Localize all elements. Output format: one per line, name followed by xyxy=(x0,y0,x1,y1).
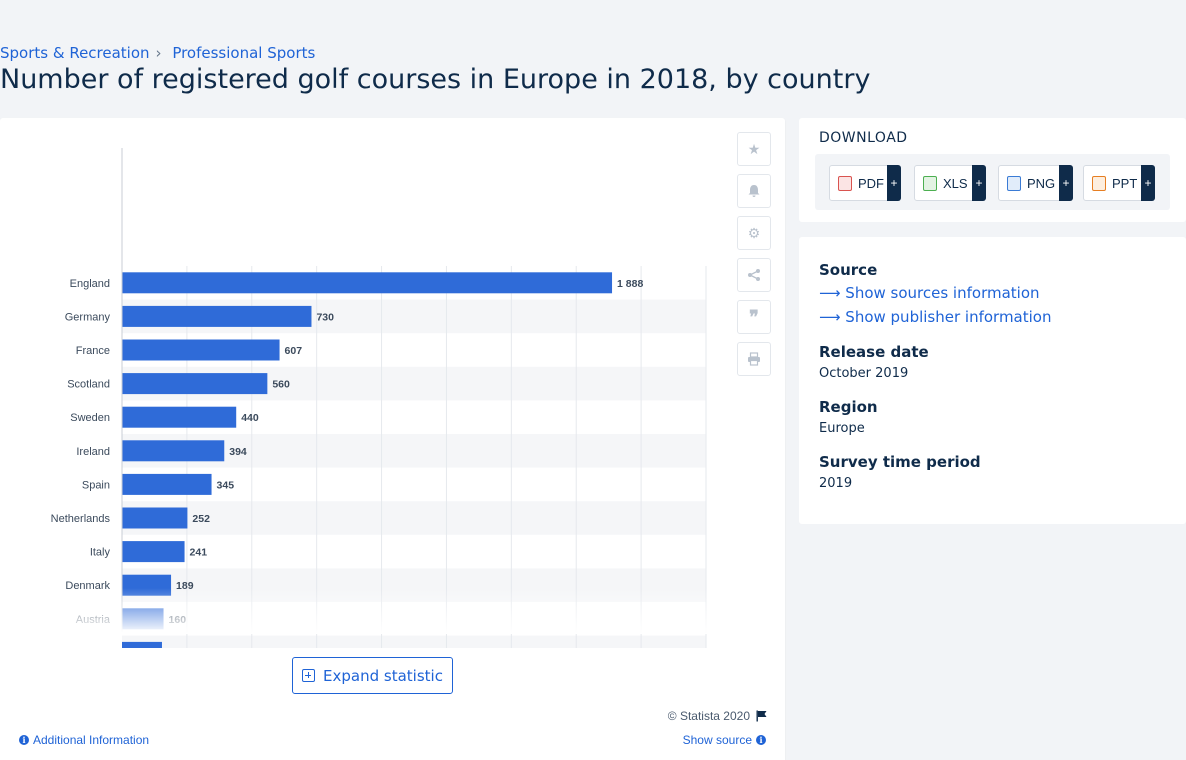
value-label: 241 xyxy=(190,547,208,559)
star-icon[interactable]: ★ xyxy=(737,132,771,166)
show-publisher-label: Show publisher information xyxy=(845,308,1052,326)
statistic-info-card: Source ⟶ Show sources information ⟶ Show… xyxy=(799,237,1186,524)
info-icon: i xyxy=(756,735,766,745)
category-label: Sweden xyxy=(70,412,110,424)
source-label: Source xyxy=(819,261,878,279)
category-label: England xyxy=(70,278,110,290)
breadcrumb-sports-recreation[interactable]: Sports & Recreation xyxy=(0,44,150,62)
bell-icon[interactable] xyxy=(737,174,771,208)
additional-information-label: Additional Information xyxy=(33,733,150,747)
category-label: France xyxy=(76,345,110,357)
value-label: 154 xyxy=(167,647,185,648)
show-sources-label: Show sources information xyxy=(845,284,1040,302)
bar[interactable] xyxy=(122,272,613,294)
value-label: 440 xyxy=(241,412,259,424)
xls-plus[interactable]: + xyxy=(972,165,986,201)
value-label: 607 xyxy=(285,345,303,357)
bar[interactable] xyxy=(122,339,280,361)
download-pdf-label: PDF xyxy=(858,175,884,191)
value-label: 252 xyxy=(192,513,210,525)
category-label: Ireland xyxy=(76,446,110,458)
row-band xyxy=(122,635,706,648)
share-icon[interactable] xyxy=(737,258,771,292)
ppt-file-icon xyxy=(1092,175,1106,191)
download-xls-button[interactable]: XLS + xyxy=(914,165,986,201)
flag-icon[interactable] xyxy=(756,710,767,722)
bar[interactable] xyxy=(122,440,225,462)
pdf-file-icon xyxy=(838,175,852,191)
value-label: 394 xyxy=(229,446,247,458)
region-label: Region xyxy=(819,398,878,416)
category-label: Norway xyxy=(73,647,111,648)
value-label: 560 xyxy=(272,379,290,391)
png-file-icon xyxy=(1007,175,1021,191)
copyright: © Statista 2020 xyxy=(668,709,767,723)
download-ppt-button[interactable]: PPT + xyxy=(1083,165,1155,201)
download-png-button[interactable]: PNG + xyxy=(998,165,1073,201)
value-label: 1 888 xyxy=(617,278,643,290)
bar-chart: England 1 888 Germany 730 France 607 Scotland 5… xyxy=(0,148,720,648)
region-value: Europe xyxy=(819,421,865,436)
additional-information-link[interactable]: i Additional Information xyxy=(19,733,149,747)
survey-period-value: 2019 xyxy=(819,476,853,491)
print-icon[interactable] xyxy=(737,342,771,376)
show-source-link[interactable]: Show source i xyxy=(683,733,766,747)
survey-period-label: Survey time period xyxy=(819,453,981,471)
row-band xyxy=(122,501,706,535)
xls-file-icon xyxy=(923,175,937,191)
bar[interactable] xyxy=(122,373,268,395)
category-label: Netherlands xyxy=(51,513,111,525)
show-publisher-link[interactable]: ⟶ Show publisher information xyxy=(819,308,1051,326)
download-png-label: PNG xyxy=(1027,175,1056,191)
show-sources-link[interactable]: ⟶ Show sources information xyxy=(819,284,1040,302)
expand-icon xyxy=(302,669,316,682)
breadcrumb-separator: › xyxy=(155,44,162,62)
download-xls-label: XLS xyxy=(943,175,968,191)
copyright-text: © Statista 2020 xyxy=(667,709,750,723)
bar[interactable] xyxy=(122,473,212,495)
value-label: 730 xyxy=(316,311,334,323)
png-plus[interactable]: + xyxy=(1059,165,1073,201)
bar[interactable] xyxy=(122,541,185,563)
download-title: DOWNLOAD xyxy=(819,130,908,146)
arrow-right-icon: ⟶ xyxy=(819,308,841,326)
chart-fade-overlay xyxy=(0,588,720,634)
bar[interactable] xyxy=(122,406,237,428)
download-pdf-button[interactable]: PDF + xyxy=(829,165,901,201)
breadcrumb: Sports & Recreation › Professional Sports xyxy=(0,44,315,62)
category-label: Germany xyxy=(65,311,111,323)
chart-card: England 1 888 Germany 730 France 607 Scotland 5… xyxy=(0,118,785,760)
show-source-label: Show source xyxy=(682,733,752,747)
top-bar xyxy=(0,0,1186,36)
arrow-right-icon: ⟶ xyxy=(819,284,841,302)
bar[interactable] xyxy=(122,507,188,529)
chart-toolbar: ★ ⚙ ❞ xyxy=(737,132,771,384)
bar[interactable] xyxy=(122,641,162,648)
pdf-plus[interactable]: + xyxy=(887,165,901,201)
value-label: 345 xyxy=(217,479,235,491)
ppt-plus[interactable]: + xyxy=(1141,165,1155,201)
download-card: DOWNLOAD PDF + XLS + PNG + PPT + xyxy=(799,118,1186,222)
page-title: Number of registered golf courses in Eur… xyxy=(0,64,871,95)
gear-icon[interactable]: ⚙ xyxy=(737,216,771,250)
category-label: Spain xyxy=(82,479,110,491)
quote-icon[interactable]: ❞ xyxy=(737,300,771,334)
category-label: Italy xyxy=(90,547,111,559)
expand-statistic-button[interactable]: Expand statistic xyxy=(292,657,453,694)
bar[interactable] xyxy=(122,305,312,327)
info-icon: i xyxy=(19,735,29,745)
category-label: Scotland xyxy=(67,379,110,391)
expand-statistic-label: Expand statistic xyxy=(323,666,443,685)
breadcrumb-professional-sports[interactable]: Professional Sports xyxy=(172,44,316,62)
release-date-label: Release date xyxy=(819,343,929,361)
download-buttons: PDF + XLS + PNG + PPT + xyxy=(815,154,1170,210)
download-ppt-label: PPT xyxy=(1112,175,1138,191)
release-date-value: October 2019 xyxy=(819,366,909,381)
